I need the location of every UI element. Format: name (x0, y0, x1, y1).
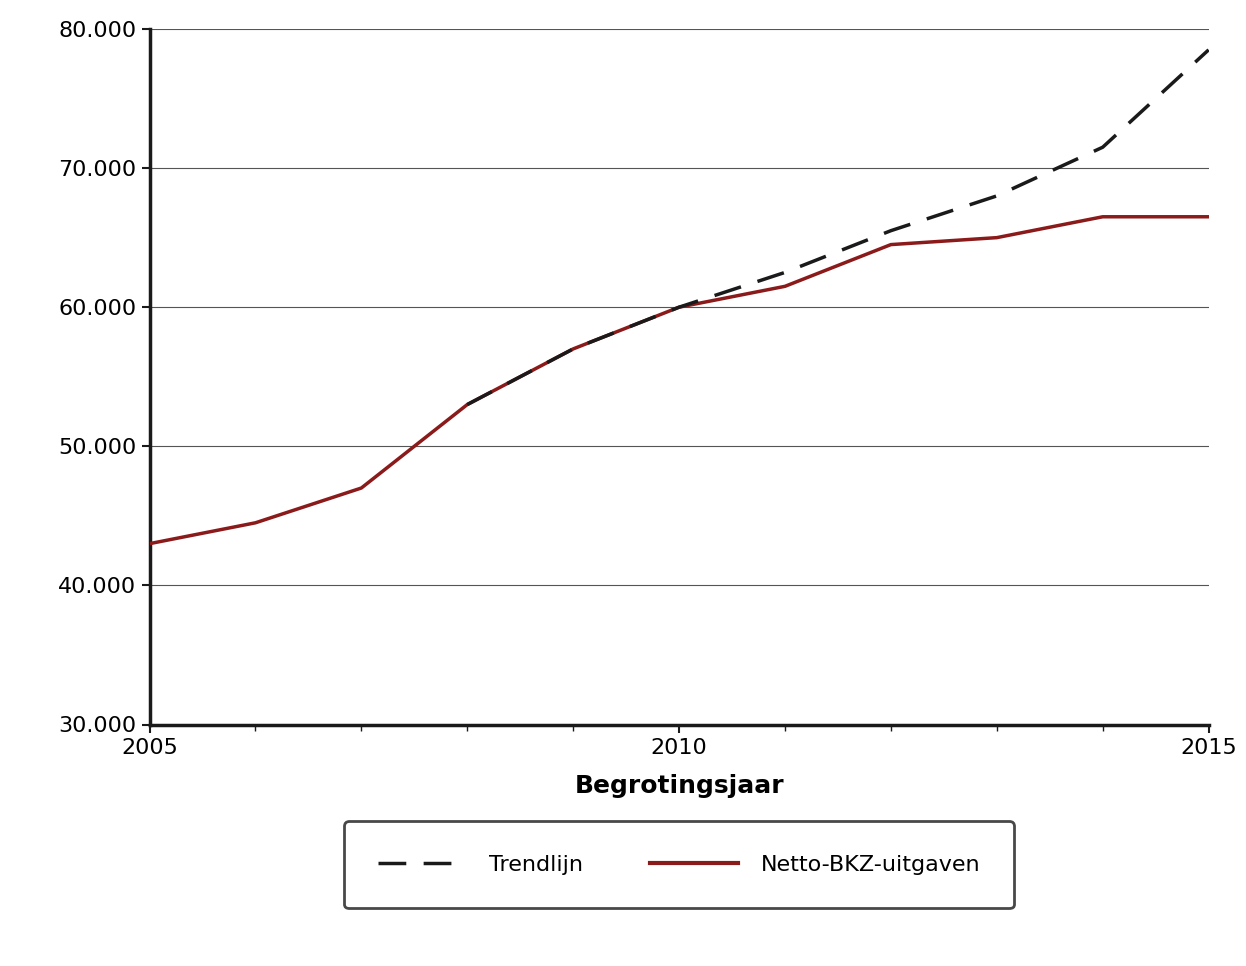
X-axis label: Begrotingsjaar: Begrotingsjaar (574, 775, 784, 798)
Legend: Trendlijn, Netto-BKZ-uitgaven: Trendlijn, Netto-BKZ-uitgaven (344, 821, 1014, 908)
